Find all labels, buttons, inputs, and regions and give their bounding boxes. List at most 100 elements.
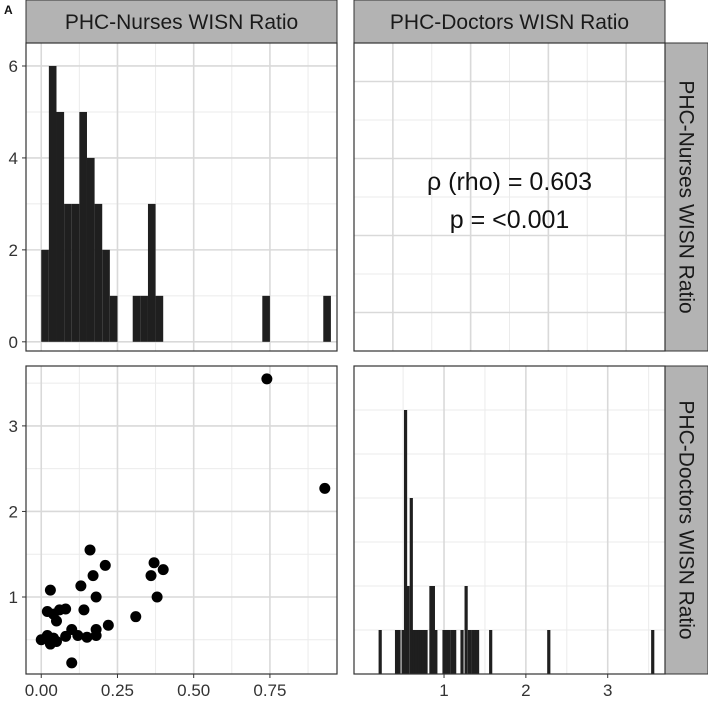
histogram-bar (547, 630, 551, 674)
histogram-bar (56, 111, 65, 342)
histogram-bar (444, 630, 449, 674)
x-tick-label: 1 (439, 681, 448, 700)
histogram-bar (460, 630, 464, 674)
histogram-bar (651, 630, 655, 674)
panel-bottom-right-histogram (353, 365, 666, 675)
x-tick-label: 2 (521, 681, 530, 700)
panel-background (26, 366, 337, 674)
panel-top-right-correlation: ρ (rho) = 0.603 p = <0.001 (353, 42, 666, 352)
scatter-point (66, 657, 78, 669)
rho-label: ρ (rho) = 0.603 (427, 168, 592, 196)
y-tick-label: 6 (9, 57, 18, 76)
histogram-bar (378, 630, 382, 674)
panel-border (25, 42, 338, 352)
histogram-bar (424, 630, 428, 674)
histogram-bar (147, 203, 156, 342)
histogram-bar (397, 630, 401, 674)
tick-labels: 0 2 4 6 1 2 3 0.00 0.25 0.50 0.75 1 2 3 (9, 57, 613, 700)
histogram-bar (140, 295, 148, 342)
scatter-point (81, 631, 93, 643)
histogram-bar (473, 630, 477, 674)
scatter-point (78, 604, 90, 616)
strip-row2: PHC-Doctors WISN Ratio (664, 365, 708, 675)
histogram-bar (71, 203, 80, 342)
histogram-bar (102, 249, 110, 342)
scatter-point (130, 611, 142, 623)
histogram-bar (429, 586, 433, 674)
histogram-bar (394, 630, 399, 674)
x-tick-label: 0.25 (101, 681, 134, 700)
y-tick-label: 2 (9, 241, 18, 260)
scatter-point (84, 544, 96, 556)
scatter-point (102, 619, 114, 631)
histogram-bar (64, 203, 72, 342)
y-tick-label: 0 (9, 333, 18, 352)
histogram-bar (471, 630, 475, 674)
x-tick-label: 0.50 (177, 681, 210, 700)
histogram-bar (155, 295, 164, 342)
histogram-bar (132, 295, 141, 342)
strip-row1: PHC-Nurses WISN Ratio (664, 42, 708, 352)
scatter-point (261, 373, 273, 385)
scatter-point (151, 591, 163, 603)
panel-label: A (4, 3, 13, 17)
histogram-bar (434, 630, 438, 674)
p-label: p = <0.001 (450, 206, 570, 234)
strip-row2-label: PHC-Doctors WISN Ratio (675, 400, 698, 639)
histogram-bar (467, 630, 471, 674)
panel-border (353, 42, 666, 352)
scatter-point (148, 557, 160, 569)
scatter-point (35, 634, 47, 646)
histogram-bar (414, 630, 418, 674)
histogram-bar (412, 630, 416, 674)
scatter-point (87, 570, 99, 582)
scatter-point (99, 559, 111, 571)
strip-col2-label: PHC-Doctors WISN Ratio (390, 11, 629, 34)
y-tick-label: 3 (9, 417, 18, 436)
x-tick-label: 3 (603, 681, 612, 700)
y-tick-label: 2 (9, 502, 18, 521)
panel-bottom-left-scatter (25, 365, 338, 675)
scatter-point (157, 564, 169, 576)
scatter-point (44, 584, 56, 596)
histogram-bar (109, 295, 118, 342)
scatter-point (90, 630, 102, 641)
y-tick-label: 4 (9, 149, 18, 168)
histogram-bar (406, 586, 410, 674)
scatter-point (50, 635, 62, 647)
histogram-bar (79, 111, 87, 342)
panel-border (353, 365, 666, 675)
x-tick-label: 0.00 (25, 681, 58, 700)
histogram-bar (489, 630, 493, 674)
histogram-bar (401, 630, 405, 674)
scatter-point (50, 615, 62, 627)
y-tick-label: 1 (9, 588, 18, 607)
scatter-point (72, 630, 84, 641)
scatter-point (319, 482, 331, 494)
histogram-bar (450, 630, 454, 674)
histogram-bar (409, 498, 413, 674)
histogram-bar (262, 295, 270, 342)
scatter-point (145, 570, 157, 582)
scatter-point (60, 603, 72, 615)
strip-row1-label: PHC-Nurses WISN Ratio (675, 80, 698, 313)
histogram-bar (447, 630, 451, 674)
strip-col2: PHC-Doctors WISN Ratio (353, 0, 666, 44)
histogram-bar (86, 157, 95, 342)
histogram-bar (417, 630, 421, 674)
histogram-bar (464, 586, 468, 674)
histogram-bar (94, 203, 103, 342)
histogram-bar (403, 410, 408, 674)
panel-top-left-histogram (25, 42, 338, 352)
histogram-bar (323, 295, 331, 342)
scatter-point (75, 580, 87, 592)
panel-background (354, 366, 665, 674)
histogram-bar (475, 630, 480, 674)
histogram-bar (442, 630, 446, 674)
histogram-bar (419, 630, 423, 674)
histogram-bar (453, 630, 457, 674)
strip-col1-label: PHC-Nurses WISN Ratio (65, 11, 298, 34)
scatter-point (60, 630, 72, 642)
histogram-bar (48, 65, 57, 342)
scatter-point (90, 591, 102, 603)
